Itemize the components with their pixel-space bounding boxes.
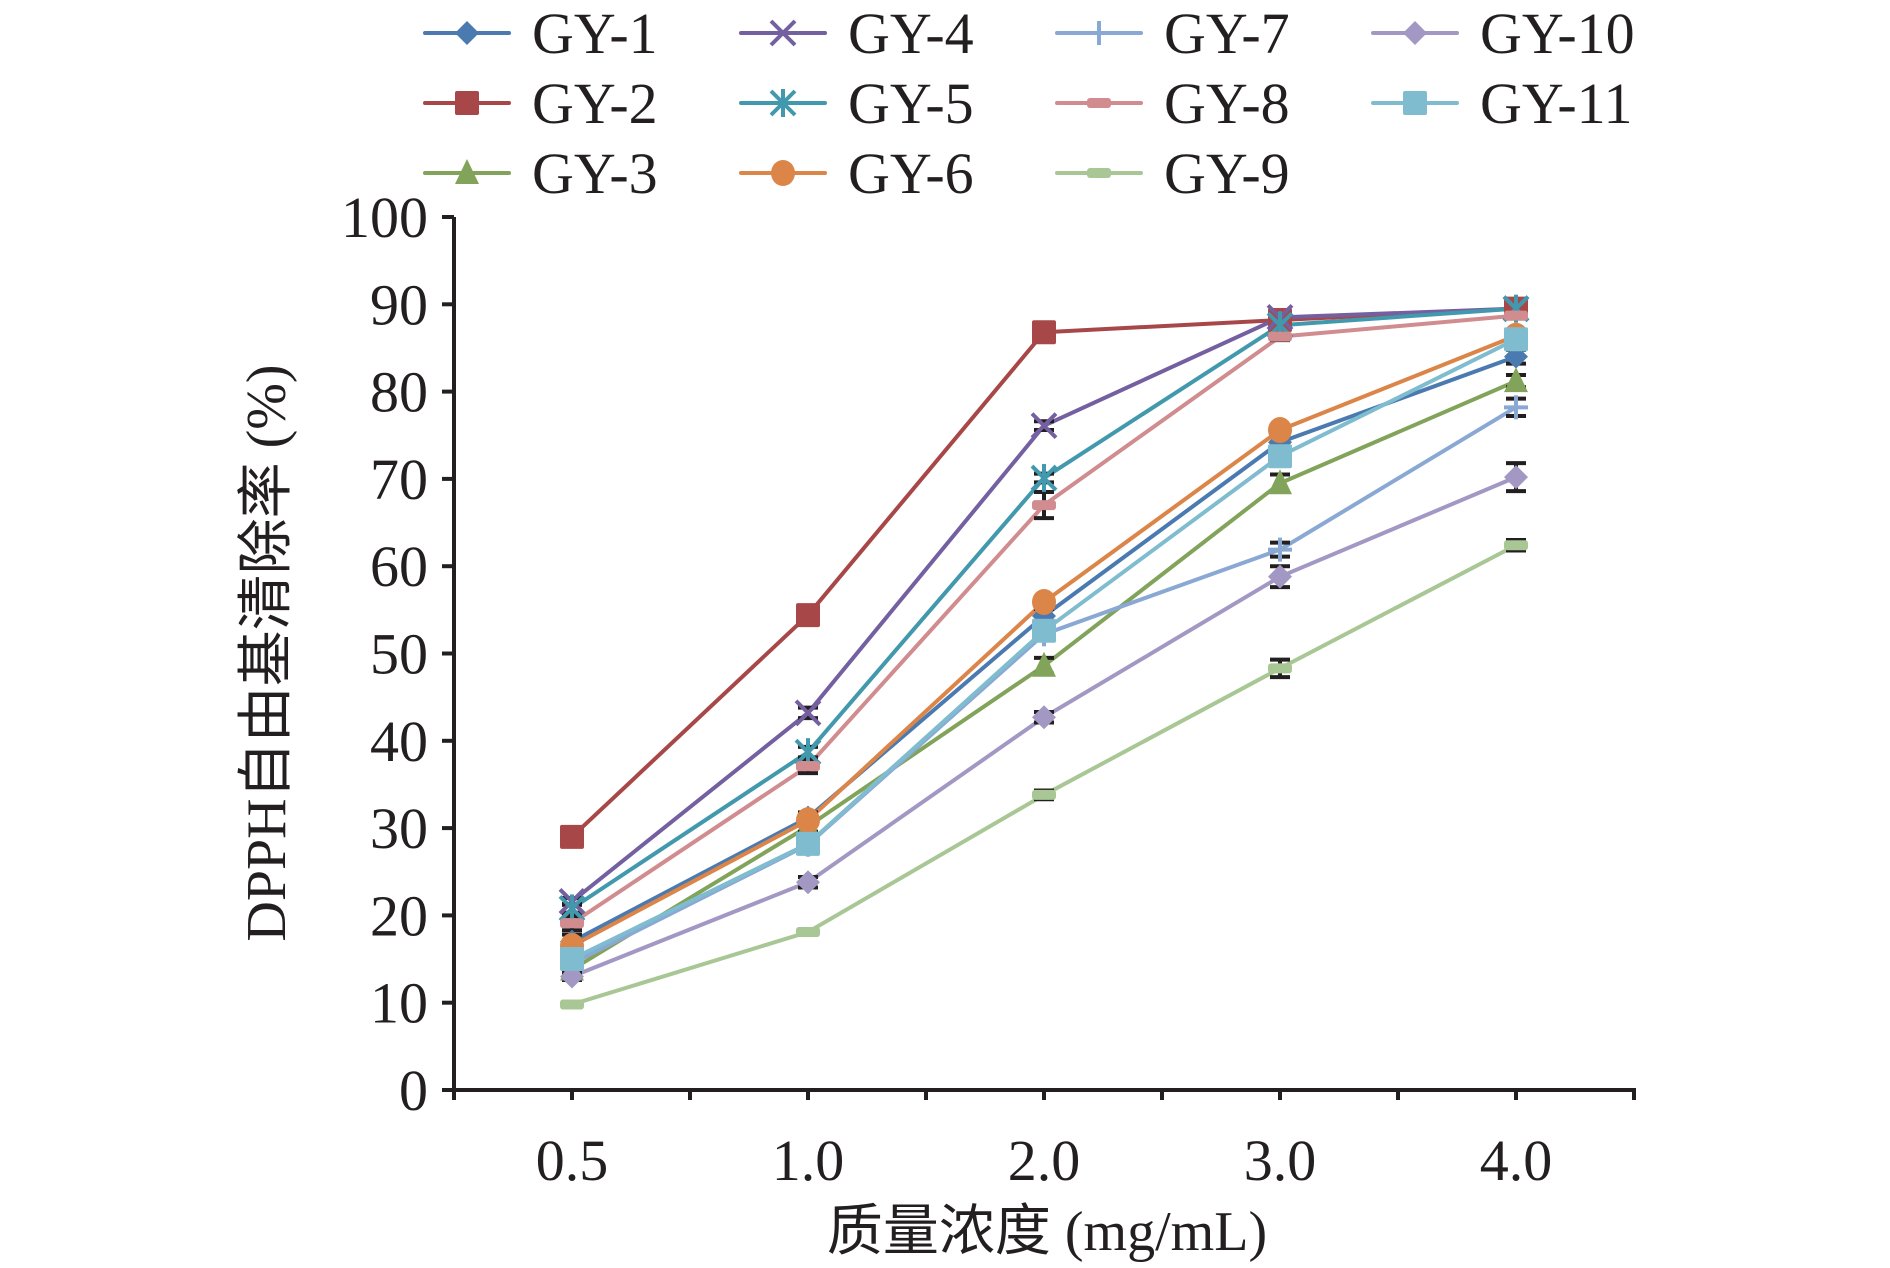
x-tick-label: 4.0	[1480, 1128, 1553, 1193]
legend-marker-gy-10	[1403, 21, 1427, 45]
legend-item-gy-5: GY-5	[739, 71, 974, 136]
legend-marker-gy-11	[1403, 91, 1427, 115]
legend-label: GY-7	[1164, 1, 1290, 66]
legend-item-gy-11: GY-11	[1371, 71, 1633, 136]
legend-marker-gy-7	[1087, 21, 1111, 45]
legend-marker-gy-3	[455, 159, 479, 184]
y-tick-label: 70	[370, 447, 428, 512]
legend-item-gy-9: GY-9	[1055, 141, 1290, 206]
data-point-gy-10	[1504, 465, 1528, 490]
y-tick-label: 80	[370, 360, 428, 425]
y-tick-label: 20	[370, 883, 428, 948]
legend-label: GY-3	[532, 141, 658, 206]
x-tick-label: 2.0	[1008, 1128, 1081, 1193]
data-point-gy-10	[1032, 705, 1056, 730]
data-point-gy-6	[1268, 417, 1292, 444]
data-point-gy-5	[1030, 464, 1058, 493]
x-axis: 0.5 1.0 2.0 3.0 4.0	[444, 1088, 1636, 1193]
data-point-gy-7	[1504, 395, 1528, 420]
y-axis-title: DPPH自由基清除率 (%)	[236, 364, 298, 941]
data-point-gy-9	[1268, 663, 1292, 674]
legend-label: GY-8	[1164, 71, 1290, 136]
legend-marker-gy-8	[1087, 98, 1111, 108]
data-point-gy-8	[1268, 331, 1292, 342]
data-point-gy-4	[1030, 412, 1058, 440]
data-point-gy-4	[794, 699, 822, 727]
data-point-gy-6	[1032, 588, 1056, 615]
x-tick-label: 0.5	[536, 1128, 609, 1193]
legend-label: GY-4	[848, 1, 974, 66]
data-point-gy-11	[1504, 327, 1528, 352]
data-point-gy-3	[1504, 367, 1528, 393]
y-tick-label: 30	[370, 796, 428, 861]
data-point-gy-11	[560, 947, 584, 972]
legend-item-gy-10: GY-10	[1371, 1, 1635, 66]
y-tick-label: 90	[370, 272, 428, 337]
legend-item-gy-3: GY-3	[423, 141, 658, 206]
data-point-gy-11	[1268, 444, 1292, 469]
legend-item-gy-1: GY-1	[423, 1, 658, 66]
data-point-gy-2	[796, 603, 820, 628]
y-tick-label: 40	[370, 709, 428, 774]
legend-label: GY-10	[1480, 1, 1635, 66]
x-axis-title: 质量浓度 (mg/mL)	[827, 1201, 1267, 1263]
data-point-gy-11	[1032, 618, 1056, 643]
legend-marker-gy-6	[771, 160, 795, 186]
series-line-gy-2	[570, 306, 1517, 839]
legend-label: GY-9	[1164, 141, 1290, 206]
legend-label: GY-1	[532, 1, 658, 66]
legend-marker-gy-1	[455, 21, 479, 45]
data-point-gy-3	[1032, 651, 1056, 677]
data-point-gy-11	[796, 831, 820, 856]
legend-marker-gy-5	[769, 89, 797, 117]
y-axis: 0 10 20 30 40 50 60 70 80 90 100	[341, 185, 456, 1123]
data-point-gy-9	[1504, 540, 1528, 551]
data-point-gy-9	[560, 999, 584, 1010]
x-tick-label: 3.0	[1244, 1128, 1317, 1193]
data-point-gy-2	[1032, 320, 1056, 345]
legend-label: GY-11	[1480, 71, 1633, 136]
data-point-gy-7	[1268, 537, 1292, 562]
data-point-gy-10	[796, 870, 820, 895]
legend-label: GY-6	[848, 141, 974, 206]
y-tick-label: 60	[370, 534, 428, 599]
x-tick-label: 1.0	[772, 1128, 845, 1193]
legend-item-gy-8: GY-8	[1055, 71, 1290, 136]
legend-item-gy-4: GY-4	[739, 1, 974, 66]
data-point-gy-9	[1032, 789, 1056, 800]
data-point-gy-5	[558, 894, 586, 923]
data-point-gy-2	[560, 824, 584, 849]
data-point-gy-3	[1268, 469, 1292, 495]
y-tick-label: 10	[370, 971, 428, 1036]
data-point-gy-8	[1504, 310, 1528, 321]
legend-item-gy-2: GY-2	[423, 71, 658, 136]
legend: GY-1GY-2GY-3 GY-4GY-5GY-6 GY-7GY-8GY-9 GY-1…	[423, 1, 1635, 206]
y-tick-label: 0	[399, 1058, 428, 1123]
legend-marker-gy-4	[769, 19, 797, 47]
legend-item-gy-6: GY-6	[739, 141, 974, 206]
data-point-gy-6	[796, 807, 820, 834]
data-point-gy-10	[1268, 564, 1292, 589]
data-point-gy-8	[1032, 500, 1056, 511]
legend-label: GY-5	[848, 71, 974, 136]
data-point-gy-9	[796, 926, 820, 937]
legend-marker-gy-9	[1087, 168, 1111, 178]
legend-label: GY-2	[532, 71, 658, 136]
legend-marker-gy-2	[455, 91, 479, 115]
y-tick-label: 100	[341, 185, 428, 250]
legend-item-gy-7: GY-7	[1055, 1, 1290, 66]
markers	[558, 294, 1530, 1010]
data-point-gy-8	[796, 761, 820, 772]
data-point-gy-8	[560, 918, 584, 929]
y-tick-label: 50	[370, 622, 428, 687]
